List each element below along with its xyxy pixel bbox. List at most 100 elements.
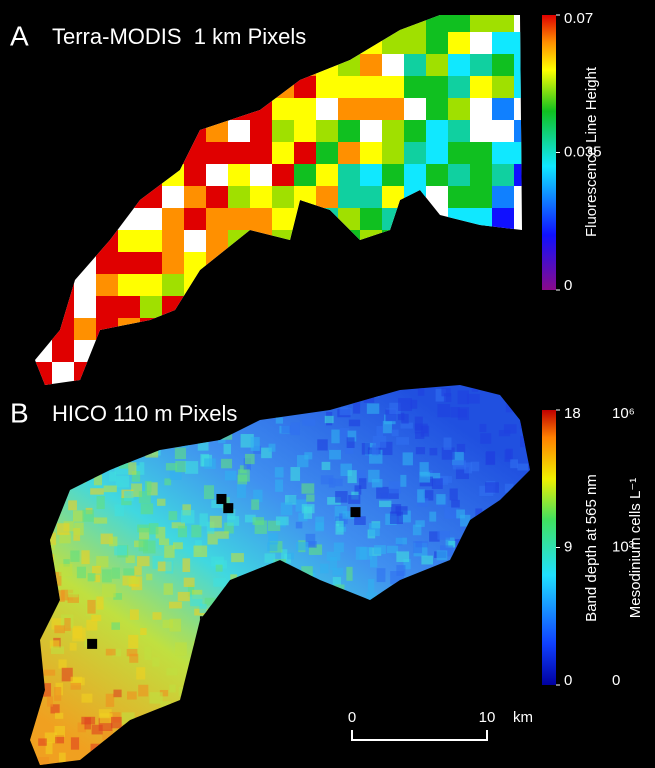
texture bbox=[92, 725, 103, 735]
texture bbox=[418, 387, 425, 395]
texture bbox=[322, 462, 331, 470]
texture bbox=[97, 496, 105, 509]
texture bbox=[245, 454, 255, 464]
texture bbox=[499, 430, 510, 436]
texture bbox=[480, 433, 491, 444]
texture bbox=[157, 499, 165, 506]
texture bbox=[416, 447, 425, 454]
pixel bbox=[448, 164, 470, 186]
colorbar-tick-label: 0 bbox=[564, 672, 572, 689]
texture bbox=[306, 494, 314, 501]
texture bbox=[296, 522, 303, 529]
pixel bbox=[162, 208, 184, 230]
texture bbox=[417, 489, 425, 502]
texture bbox=[325, 416, 334, 423]
texture bbox=[169, 685, 175, 693]
pixel bbox=[470, 164, 492, 186]
texture bbox=[367, 403, 379, 413]
pixel bbox=[492, 142, 514, 164]
page: A Terra-MODIS 1 km Pixels B HICO 110 m P… bbox=[0, 0, 655, 768]
texture bbox=[335, 479, 343, 486]
texture bbox=[331, 430, 339, 444]
pixel bbox=[118, 296, 140, 318]
pixel bbox=[228, 142, 250, 164]
pixel bbox=[316, 142, 338, 164]
texture bbox=[333, 577, 341, 585]
texture bbox=[297, 455, 308, 467]
pixel bbox=[250, 208, 272, 230]
texture bbox=[415, 432, 424, 439]
pixel bbox=[206, 186, 228, 208]
pixel bbox=[74, 318, 96, 340]
texture bbox=[86, 620, 97, 631]
panel-title: Terra-MODIS 1 km Pixels bbox=[52, 24, 306, 49]
pixel bbox=[162, 252, 184, 274]
texture bbox=[111, 717, 122, 728]
pixel bbox=[470, 76, 492, 98]
texture bbox=[169, 619, 181, 632]
pixel bbox=[206, 142, 228, 164]
texture bbox=[58, 659, 66, 668]
texture bbox=[275, 479, 283, 491]
colorbar-tick-label: 0.07 bbox=[564, 10, 593, 27]
texture bbox=[457, 444, 465, 453]
texture bbox=[88, 573, 96, 581]
texture bbox=[210, 516, 222, 528]
texture bbox=[139, 491, 151, 503]
texture bbox=[334, 542, 344, 552]
texture bbox=[159, 539, 169, 546]
pixel bbox=[360, 164, 382, 186]
texture bbox=[127, 577, 139, 584]
texture bbox=[178, 592, 190, 601]
pixel bbox=[470, 186, 492, 208]
texture bbox=[127, 649, 138, 656]
texture bbox=[340, 408, 352, 415]
pixel bbox=[140, 274, 162, 296]
texture bbox=[444, 507, 458, 519]
colorbar2-tick-label: 10³ bbox=[612, 538, 634, 555]
texture bbox=[221, 459, 232, 468]
texture bbox=[136, 667, 145, 679]
texture bbox=[191, 525, 201, 538]
texture bbox=[165, 561, 173, 574]
texture bbox=[510, 459, 518, 468]
pixel bbox=[338, 186, 360, 208]
pixel bbox=[316, 186, 338, 208]
texture bbox=[115, 505, 124, 517]
texture bbox=[218, 531, 229, 538]
texture bbox=[267, 542, 277, 551]
texture bbox=[269, 444, 276, 452]
pixel bbox=[448, 32, 470, 54]
texture bbox=[372, 479, 383, 487]
texture bbox=[436, 494, 445, 504]
texture bbox=[169, 602, 182, 609]
pixel bbox=[426, 76, 448, 98]
texture bbox=[389, 481, 401, 493]
colorbar2-tick-label: 0 bbox=[612, 672, 620, 689]
texture bbox=[55, 713, 63, 719]
pixel bbox=[206, 230, 228, 252]
panel-title: HICO 110 m Pixels bbox=[52, 401, 237, 426]
pixel bbox=[272, 164, 294, 186]
pixel bbox=[360, 76, 382, 98]
texture bbox=[109, 537, 117, 547]
pixel bbox=[272, 186, 294, 208]
texture bbox=[82, 694, 93, 703]
texture bbox=[464, 462, 472, 473]
pixel bbox=[382, 98, 404, 120]
texture bbox=[329, 450, 341, 460]
pixel bbox=[360, 98, 382, 120]
texture bbox=[112, 568, 120, 579]
texture bbox=[444, 437, 452, 449]
texture bbox=[73, 510, 84, 521]
texture bbox=[346, 567, 352, 581]
pixel bbox=[272, 98, 294, 120]
pixel bbox=[338, 164, 360, 186]
colorbar-tick-label: 9 bbox=[564, 538, 572, 555]
pixel bbox=[448, 76, 470, 98]
texture bbox=[51, 646, 64, 654]
texture bbox=[152, 612, 161, 620]
texture bbox=[96, 596, 103, 609]
pixel bbox=[448, 54, 470, 76]
texture bbox=[265, 553, 276, 562]
